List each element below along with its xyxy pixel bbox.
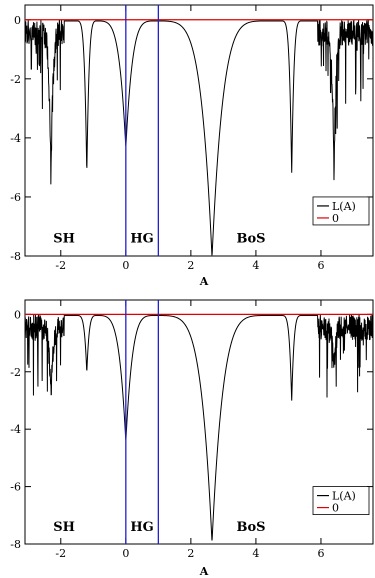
x-tick-label: 2 xyxy=(187,547,194,560)
series-line-LA xyxy=(24,314,374,541)
legend-box xyxy=(312,196,370,226)
y-tick-label: -4 xyxy=(10,132,21,145)
y-tick-label: 0 xyxy=(14,308,21,321)
x-tick-label: 0 xyxy=(122,259,129,272)
y-tick-label: -2 xyxy=(10,73,21,86)
region-label: BoS xyxy=(237,231,266,246)
y-tick-label: -6 xyxy=(10,481,21,494)
region-label: BoS xyxy=(237,520,266,535)
plot-frame xyxy=(24,4,374,257)
y-tick-label: -2 xyxy=(10,366,21,379)
x-tick-label: 4 xyxy=(252,259,259,272)
y-tick-label: -8 xyxy=(10,538,21,551)
region-label: SH xyxy=(53,520,75,535)
region-label: HG xyxy=(130,231,153,246)
region-label: SH xyxy=(53,231,75,246)
series-line-LA xyxy=(24,19,374,256)
legend-box xyxy=(312,486,370,515)
x-tick-label: 4 xyxy=(252,547,259,560)
x-tick-label: -2 xyxy=(55,547,66,560)
legend-entry: L(A) xyxy=(332,490,356,503)
x-tick-label: 0 xyxy=(122,547,129,560)
plot-frame xyxy=(24,299,374,545)
y-tick-label: 0 xyxy=(14,14,21,27)
x-tick-label: -2 xyxy=(55,259,66,272)
x-tick-label: 2 xyxy=(187,259,194,272)
y-tick-label: -6 xyxy=(10,191,21,204)
legend-entry: L(A) xyxy=(332,200,356,213)
legend-entry: 0 xyxy=(332,502,339,515)
y-tick-label: -4 xyxy=(10,423,21,436)
x-tick-label: 6 xyxy=(317,547,324,560)
x-axis-label: A xyxy=(199,565,209,578)
legend-entry: 0 xyxy=(332,212,339,225)
region-label: HG xyxy=(130,520,153,535)
x-tick-label: 6 xyxy=(317,259,324,272)
y-tick-label: -8 xyxy=(10,250,21,263)
x-axis-label: A xyxy=(199,275,209,288)
